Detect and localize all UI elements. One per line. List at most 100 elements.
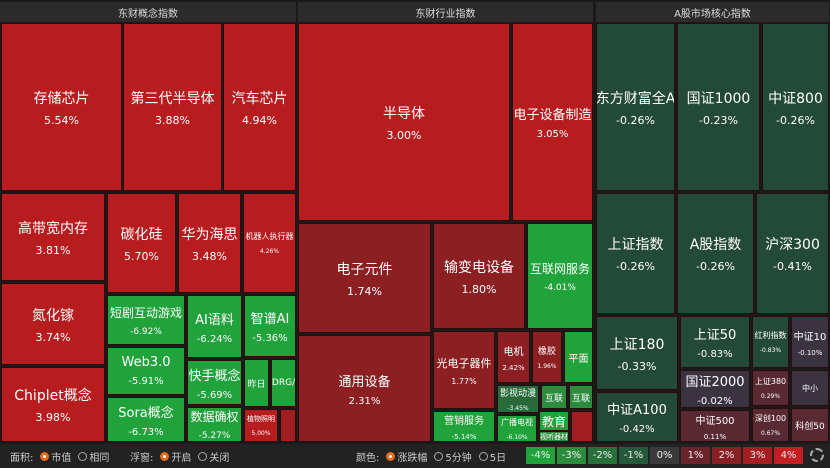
tile[interactable]: 上证380 0.29%	[752, 370, 789, 406]
tile-label: 教育	[541, 414, 566, 429]
radio[interactable]	[160, 452, 170, 461]
radio-option[interactable]: 相同	[78, 449, 109, 464]
tile[interactable]: 碳化硅 5.70%	[107, 193, 176, 293]
tile[interactable]	[280, 409, 296, 442]
tile-change: 3.98%	[35, 411, 71, 424]
tile[interactable]: 中证800 -0.26%	[762, 23, 829, 191]
tile-label: 电机	[503, 346, 524, 358]
tile[interactable]: 电子设备制造 3.05%	[512, 23, 593, 221]
tile-change: 3.81%	[35, 243, 71, 257]
tile-label: AI语料	[195, 312, 234, 328]
tile[interactable]: 深创100 0.67%	[752, 408, 789, 442]
tile-change: -0.26%	[616, 113, 655, 127]
tile-change: -4.01%	[544, 282, 576, 293]
tile[interactable]: 教育	[539, 411, 569, 431]
tile-label: 互联	[571, 393, 590, 404]
tile-change: -0.26%	[696, 260, 735, 273]
tile[interactable]: 存储芯片 5.54%	[1, 23, 122, 191]
tile[interactable]: 上证180 -0.33%	[596, 316, 678, 390]
tile[interactable]: 营销服务 -5.14%	[433, 411, 495, 442]
tile[interactable]: 上证50 -0.83%	[680, 316, 750, 368]
tile[interactable]: 昨日	[244, 359, 269, 407]
tile[interactable]: 汽车芯片 4.94%	[223, 23, 296, 191]
tile[interactable]	[571, 411, 593, 442]
radio[interactable]	[78, 452, 88, 461]
tile-change: -0.83%	[697, 349, 733, 360]
radio-option[interactable]: 5日	[478, 449, 506, 464]
radio[interactable]	[434, 452, 444, 461]
tile-label: 国证2000	[685, 375, 745, 390]
tile[interactable]: 中证500 0.11%	[680, 410, 750, 442]
tile[interactable]: 东方财富全A -0.26%	[596, 23, 675, 191]
tile-label: 平面	[568, 353, 589, 365]
tile[interactable]: 半导体 3.00%	[298, 23, 510, 221]
tile[interactable]: 橡胶 1.96%	[532, 331, 562, 383]
radio[interactable]	[40, 452, 50, 461]
tile[interactable]: 机器人执行器 4.26%	[243, 193, 296, 293]
tile[interactable]: 红利指数 -0.83%	[752, 316, 789, 368]
radio[interactable]	[198, 452, 208, 461]
tile[interactable]: 中证10 -0.10%	[791, 316, 829, 368]
tile[interactable]: 上证指数 -0.26%	[596, 193, 675, 314]
tile-label: 互联网服务	[529, 261, 590, 276]
legend-swatch: 0%	[650, 447, 679, 464]
tile[interactable]: Web3.0 -5.91%	[107, 347, 185, 395]
tile[interactable]: 华为海思 3.48%	[178, 193, 241, 293]
tile[interactable]: 国证1000 -0.23%	[677, 23, 760, 191]
toolbar: 面积: 市值 相同 浮窗: 开启 关闭 颜色: 涨跌幅 5分钟 5日 -4% -3% -2% -1% 0% 1…	[0, 444, 830, 468]
tile[interactable]: 广播电视 -6.10%	[497, 415, 537, 442]
tile[interactable]: 互联网服务 -4.01%	[527, 223, 593, 329]
tile-change: -5.91%	[128, 376, 164, 387]
tile[interactable]: 光电子器件 1.77%	[433, 331, 495, 409]
tile[interactable]: 互联	[541, 385, 567, 409]
tile[interactable]: 中证A100 -0.42%	[596, 392, 678, 442]
radio-option[interactable]: 市值	[40, 449, 71, 464]
radio-label: 关闭	[209, 453, 230, 464]
settings-button[interactable]	[810, 448, 824, 462]
radio-option[interactable]: 5分钟	[434, 449, 472, 464]
radio-option[interactable]: 涨跌幅	[386, 449, 427, 464]
tile-label: 通用设备	[338, 374, 391, 390]
tile[interactable]: 快手概念 -5.69%	[187, 360, 242, 405]
tile[interactable]: 第三代半导体 3.88%	[123, 23, 222, 191]
tile[interactable]: 中小	[791, 370, 829, 406]
tile-label: 营销服务	[444, 416, 484, 427]
tile[interactable]: 国证2000 -0.02%	[680, 370, 750, 408]
tile[interactable]: 短剧互动游戏 -6.92%	[107, 295, 185, 345]
tile[interactable]: A股指数 -0.26%	[677, 193, 754, 314]
tile-label: Chiplet概念	[14, 388, 92, 404]
tile-change: 0.67%	[760, 430, 781, 437]
radio[interactable]	[386, 452, 396, 461]
tile[interactable]: 高带宽内存 3.81%	[1, 193, 105, 281]
radio-label: 市值	[51, 453, 72, 464]
tile[interactable]: 互联	[569, 385, 593, 409]
tile-change: -0.33%	[617, 359, 657, 373]
tile[interactable]: 电子元件 1.74%	[298, 223, 431, 333]
tile[interactable]: Sora概念 -6.73%	[107, 397, 185, 442]
radio[interactable]	[478, 452, 488, 461]
tile[interactable]: DRG/	[271, 359, 296, 407]
tile-label: Sora概念	[118, 405, 174, 421]
tile[interactable]: 输变电设备 1.80%	[433, 223, 525, 329]
tile[interactable]: 视听器材	[539, 431, 569, 442]
tile[interactable]: 氮化镓 3.74%	[1, 283, 105, 365]
tile[interactable]: 影视动漫 -3.45%	[497, 385, 539, 413]
tile-label: 影视动漫	[499, 389, 536, 399]
tile[interactable]: 通用设备 2.31%	[298, 335, 431, 442]
radio-option[interactable]: 关闭	[198, 449, 229, 464]
tile[interactable]: 电机 2.42%	[497, 331, 530, 383]
tile[interactable]: Chiplet概念 3.98%	[1, 367, 105, 442]
tile[interactable]: 数据确权 -5.27%	[187, 407, 242, 442]
tile-change: 1.80%	[461, 282, 497, 296]
tile[interactable]: 智谱AI -5.36%	[244, 295, 296, 357]
option-group: 面积: 市值 相同	[10, 449, 109, 464]
tile-change: -5.27%	[198, 431, 231, 441]
tile[interactable]: AI语料 -6.24%	[187, 295, 242, 358]
tile-label: 中证500	[695, 415, 735, 427]
radio-option[interactable]: 开启	[160, 449, 191, 464]
tile[interactable]: 平面	[564, 331, 593, 383]
tile[interactable]: 沪深300 -0.41%	[756, 193, 829, 314]
tile-label: 半导体	[383, 105, 425, 122]
tile[interactable]: 科创50	[791, 408, 829, 442]
tile[interactable]: 植物照明 5.00%	[244, 409, 278, 442]
